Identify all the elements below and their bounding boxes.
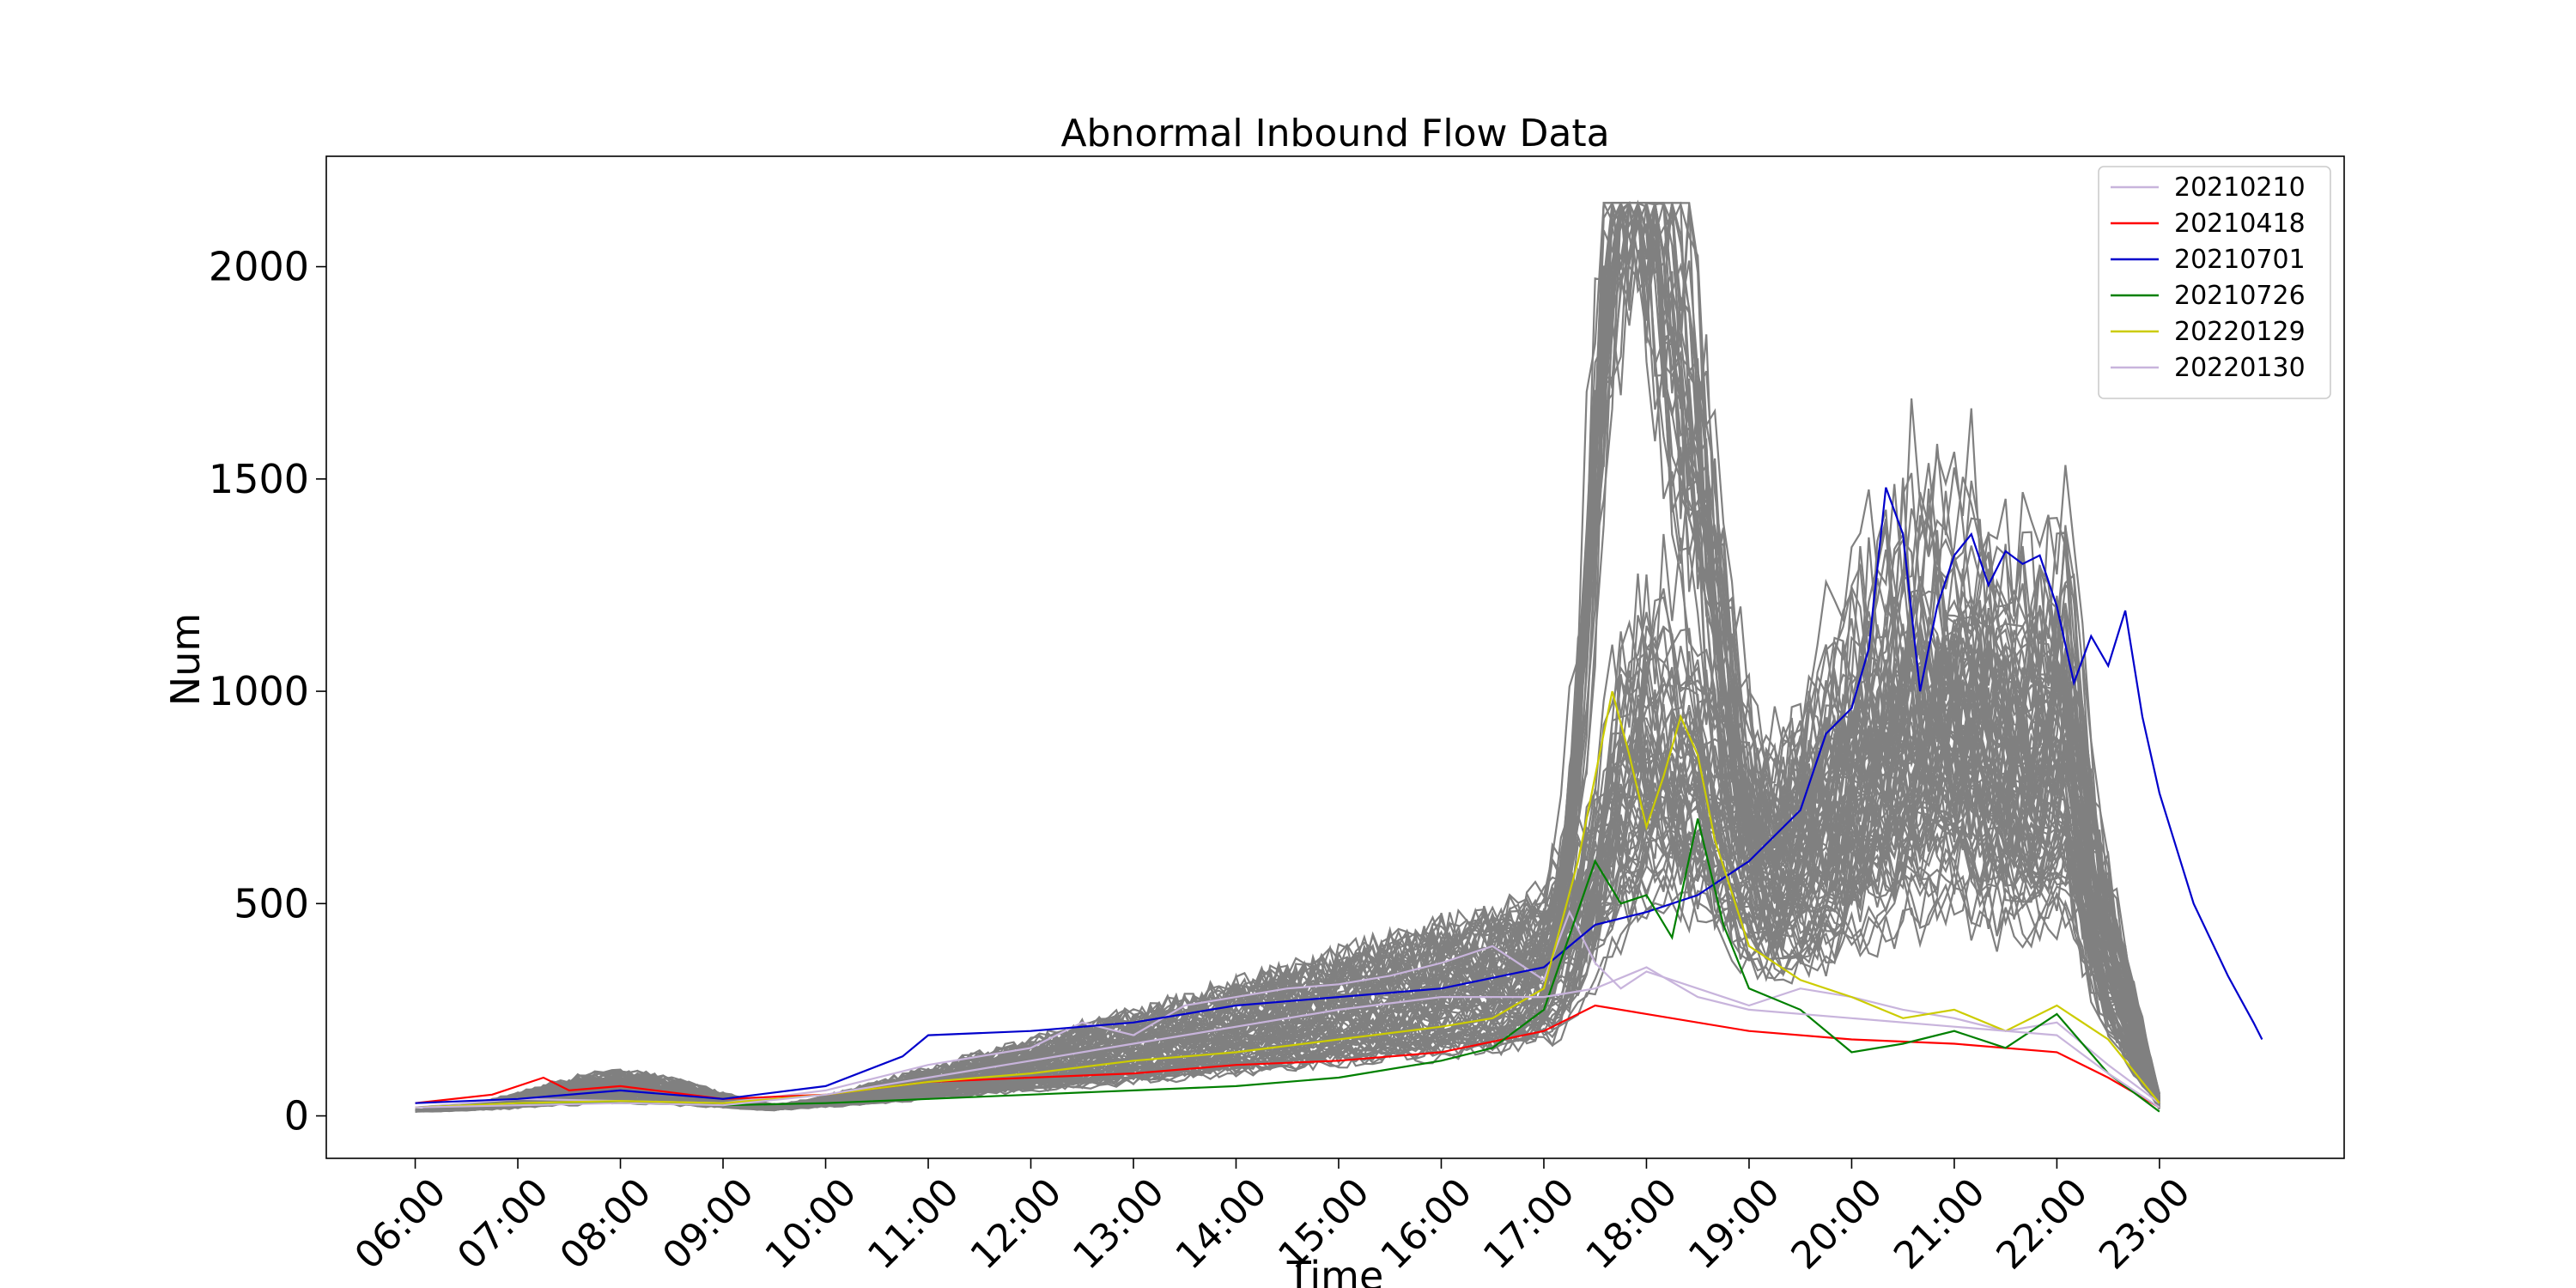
series-line-20210701 [415,487,2263,1104]
legend-label: 20220130 [2174,353,2306,383]
x-tick-label: 16:00 [1373,1170,1481,1279]
y-axis-label: Num [162,613,209,706]
background-series-line [415,564,2160,1112]
x-tick-label: 17:00 [1475,1170,1583,1279]
y-tick-label: 1500 [209,456,309,502]
x-tick-label: 10:00 [757,1170,866,1279]
x-tick-label: 07:00 [449,1170,557,1279]
y-tick-label: 1000 [209,668,309,714]
y-axis: 0 500 1000 1500 2000 [209,244,326,1139]
x-tick-label: 12:00 [963,1170,1071,1279]
plot-area [325,155,2345,1159]
x-axis-label: Time [1286,1253,1384,1288]
series-line-20220129 [415,690,2160,1109]
x-tick-label: 11:00 [860,1170,968,1279]
x-tick-label: 21:00 [1886,1170,1994,1279]
legend-label: 20210418 [2174,209,2306,239]
chart-title: Abnormal Inbound Flow Data [1060,112,1609,155]
x-tick-label: 14:00 [1168,1170,1276,1279]
series-line-20210418 [415,1004,2160,1109]
background-series-group [415,199,2160,1113]
y-tick-label: 2000 [209,244,309,290]
x-tick-label: 20:00 [1783,1170,1891,1279]
series-group [415,487,2263,1113]
x-tick-label: 06:00 [347,1170,455,1279]
legend-label: 20220129 [2174,317,2306,347]
series-line-20220130 [415,966,2160,1109]
legend-box [2098,166,2331,399]
x-tick-label: 09:00 [654,1170,762,1279]
x-axis: 06:0007:0008:0009:0010:0011:0012:0013:00… [347,1158,2199,1278]
x-tick-label: 08:00 [552,1170,660,1279]
x-tick-label: 23:00 [2091,1170,2199,1279]
background-series-line [415,742,2160,1112]
x-tick-label: 22:00 [1988,1170,2096,1279]
y-tick-label: 500 [234,880,309,927]
background-series-line [415,463,2160,1112]
x-tick-label: 13:00 [1065,1170,1173,1279]
legend-label: 20210210 [2174,173,2306,203]
series-line-20210210 [415,909,2160,1109]
y-tick-label: 0 [284,1093,309,1139]
series-line-20210726 [415,818,2160,1113]
legend-label: 20210726 [2174,281,2306,311]
x-tick-label: 18:00 [1578,1170,1686,1279]
legend-label: 20210701 [2174,245,2306,275]
legend: 20210210 20210418 20210701 20210726 20220129… [2098,166,2331,399]
x-tick-label: 19:00 [1680,1170,1789,1279]
